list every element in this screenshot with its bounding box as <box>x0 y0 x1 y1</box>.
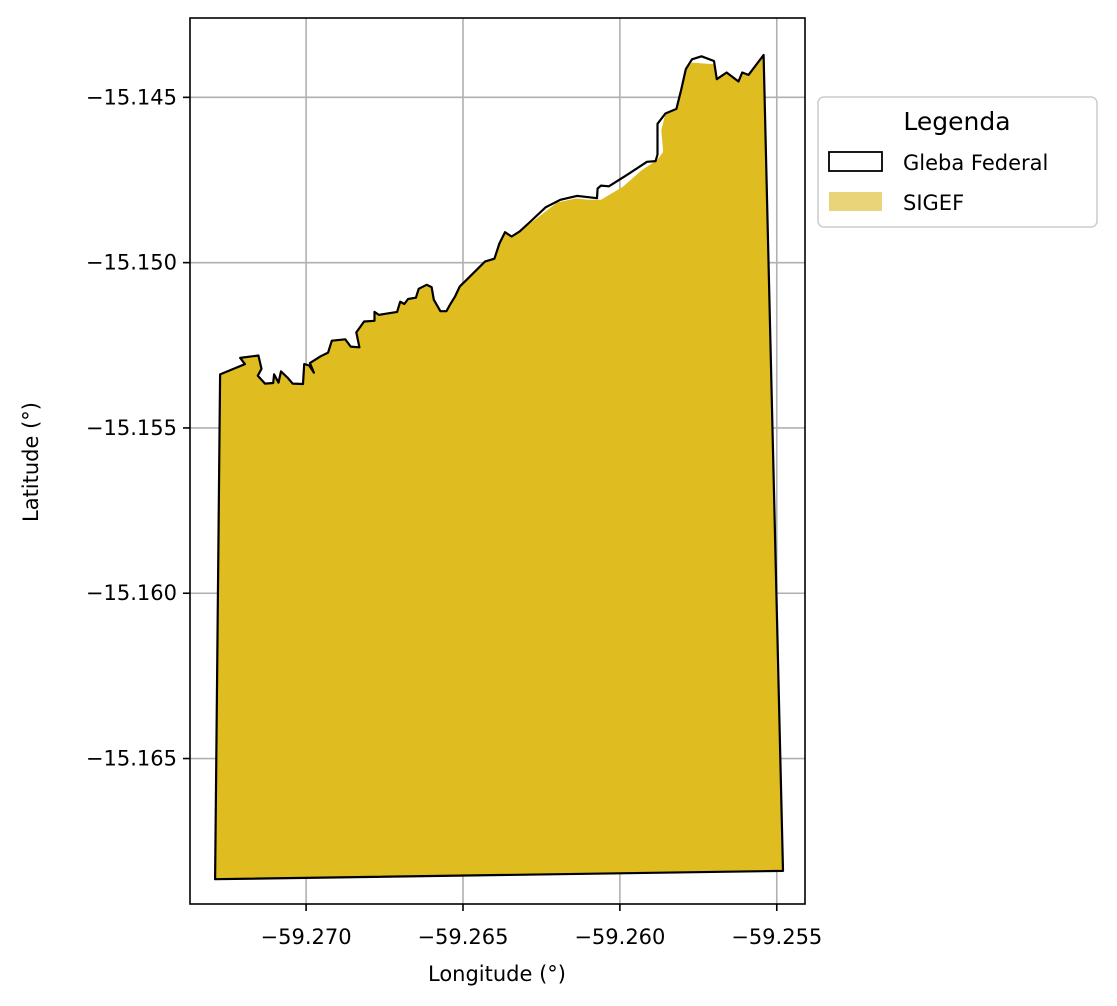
y-tick-label: −15.160 <box>86 581 177 605</box>
legend-label-sigef: SIGEF <box>903 191 964 215</box>
legend: Legenda Gleba Federal SIGEF <box>817 96 1098 228</box>
legend-label-gleba-federal: Gleba Federal <box>903 151 1048 175</box>
legend-swatch-gleba-federal <box>828 151 883 172</box>
x-axis-title: Longitude (°) <box>428 962 566 986</box>
x-axis-ticks: −59.270 −59.265 −59.260 −59.255 <box>261 904 822 949</box>
plot-frame <box>189 17 806 905</box>
y-axis-ticks: −15.145 −15.150 −15.155 −15.160 −15.165 <box>86 85 190 771</box>
y-tick-label: −15.155 <box>86 416 177 440</box>
x-tick-label: −59.255 <box>731 925 822 949</box>
x-tick-label: −59.265 <box>417 925 508 949</box>
y-tick-label: −15.165 <box>86 747 177 771</box>
legend-swatch-sigef <box>829 192 882 211</box>
sigef-area <box>215 55 784 880</box>
legend-title: Legenda <box>903 107 1010 136</box>
y-tick-label: −15.145 <box>86 85 177 109</box>
legend-box <box>817 96 1098 228</box>
x-tick-label: −59.260 <box>574 925 665 949</box>
y-tick-label: −15.150 <box>86 251 177 275</box>
y-axis-title: Latitude (°) <box>19 402 43 522</box>
gleba-federal-outline <box>214 53 785 881</box>
x-tick-label: −59.270 <box>261 925 352 949</box>
